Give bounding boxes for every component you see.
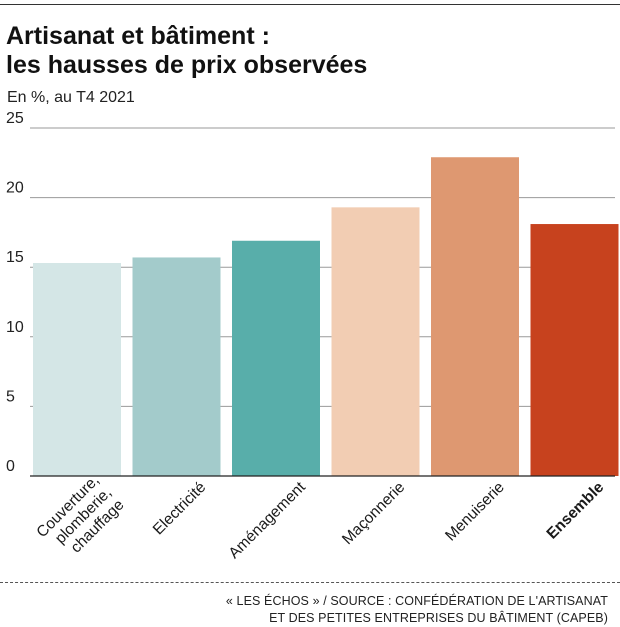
y-tick-label: 20 — [6, 180, 24, 197]
y-tick-label: 15 — [6, 249, 24, 266]
x-tick-label: Ensemble — [544, 479, 608, 543]
chart-title: Artisanat et bâtiment : les hausses de p… — [6, 22, 606, 80]
x-tick-label-line: Electricité — [150, 479, 210, 539]
bar — [331, 207, 420, 476]
y-tick-label: 25 — [6, 110, 24, 127]
bar — [431, 157, 519, 476]
source-note: « LES ÉCHOS » / SOURCE : CONFÉDÉRATION D… — [8, 593, 608, 627]
source-line-2: ET DES PETITES ENTREPRISES DU BÂTIMENT (… — [269, 611, 608, 625]
x-tick-label: Couverture,plomberie,chauffage — [33, 472, 127, 566]
footer-divider — [0, 582, 620, 583]
x-tick-label: Electricité — [150, 479, 210, 539]
x-tick-label: Menuiserie — [442, 479, 508, 545]
bar — [232, 240, 320, 476]
x-tick-label-line: Aménagement — [226, 478, 310, 562]
bar — [530, 224, 619, 476]
source-line-1: « LES ÉCHOS » / SOURCE : CONFÉDÉRATION D… — [225, 594, 608, 608]
y-tick-label: 0 — [6, 458, 15, 475]
y-tick-label: 5 — [6, 388, 15, 405]
x-tick-label-line: Maçonnerie — [339, 479, 408, 548]
x-tick-label-line: Menuiserie — [442, 479, 508, 545]
chart-subtitle: En %, au T4 2021 — [7, 89, 135, 106]
chart-title-line-1: Artisanat et bâtiment : — [6, 22, 270, 50]
bar — [132, 257, 221, 476]
chart-title-line-2: les hausses de prix observées — [6, 51, 368, 79]
bar-chart: 0 5 10 15 20 25 Couverture,plomberie,chauffage… — [6, 110, 619, 566]
top-rule — [0, 4, 620, 5]
x-tick-label-line: Ensemble — [544, 479, 608, 543]
bar — [33, 263, 121, 476]
y-tick-label: 10 — [6, 319, 24, 336]
x-tick-label: Aménagement — [226, 478, 310, 562]
x-tick-label: Maçonnerie — [339, 479, 408, 548]
